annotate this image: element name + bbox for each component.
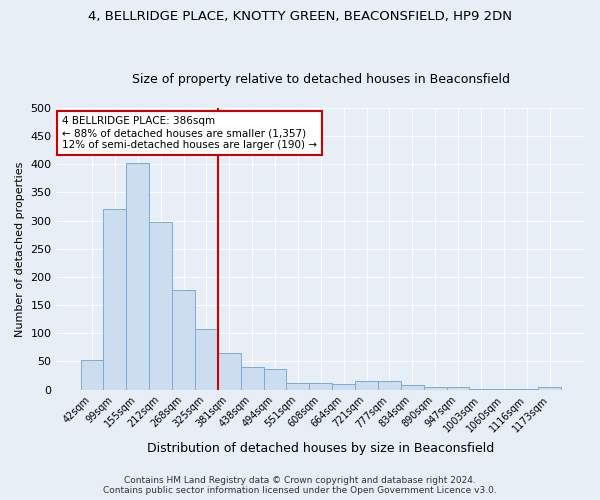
Bar xyxy=(263,370,286,390)
Bar xyxy=(195,329,218,390)
Bar xyxy=(538,387,561,390)
Bar xyxy=(218,353,241,390)
Bar xyxy=(446,388,469,390)
Bar xyxy=(286,383,310,390)
Y-axis label: Number of detached properties: Number of detached properties xyxy=(15,161,25,336)
Bar xyxy=(401,384,424,390)
Bar xyxy=(493,389,515,390)
Bar xyxy=(469,389,493,390)
Bar xyxy=(127,162,149,390)
Bar xyxy=(103,210,127,390)
Bar xyxy=(332,384,355,390)
Text: 4, BELLRIDGE PLACE, KNOTTY GREEN, BEACONSFIELD, HP9 2DN: 4, BELLRIDGE PLACE, KNOTTY GREEN, BEACON… xyxy=(88,10,512,23)
Bar xyxy=(515,389,538,390)
Bar xyxy=(149,222,172,390)
Text: 4 BELLRIDGE PLACE: 386sqm
← 88% of detached houses are smaller (1,357)
12% of se: 4 BELLRIDGE PLACE: 386sqm ← 88% of detac… xyxy=(62,116,317,150)
Bar xyxy=(378,381,401,390)
Bar xyxy=(355,381,378,390)
Bar xyxy=(241,366,263,390)
Title: Size of property relative to detached houses in Beaconsfield: Size of property relative to detached ho… xyxy=(132,73,510,86)
Bar xyxy=(172,290,195,390)
Bar xyxy=(424,388,446,390)
Bar xyxy=(80,360,103,390)
Bar xyxy=(310,383,332,390)
Text: Contains HM Land Registry data © Crown copyright and database right 2024.
Contai: Contains HM Land Registry data © Crown c… xyxy=(103,476,497,495)
X-axis label: Distribution of detached houses by size in Beaconsfield: Distribution of detached houses by size … xyxy=(147,442,494,455)
